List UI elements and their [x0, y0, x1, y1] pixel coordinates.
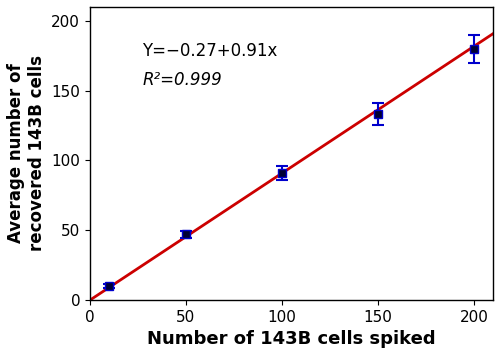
Text: R²=0.999: R²=0.999 [142, 71, 222, 89]
X-axis label: Number of 143B cells spiked: Number of 143B cells spiked [147, 330, 436, 348]
Y-axis label: Average number of
recovered 143B cells: Average number of recovered 143B cells [7, 55, 46, 251]
Text: Y=−0.27+0.91x: Y=−0.27+0.91x [142, 42, 278, 60]
